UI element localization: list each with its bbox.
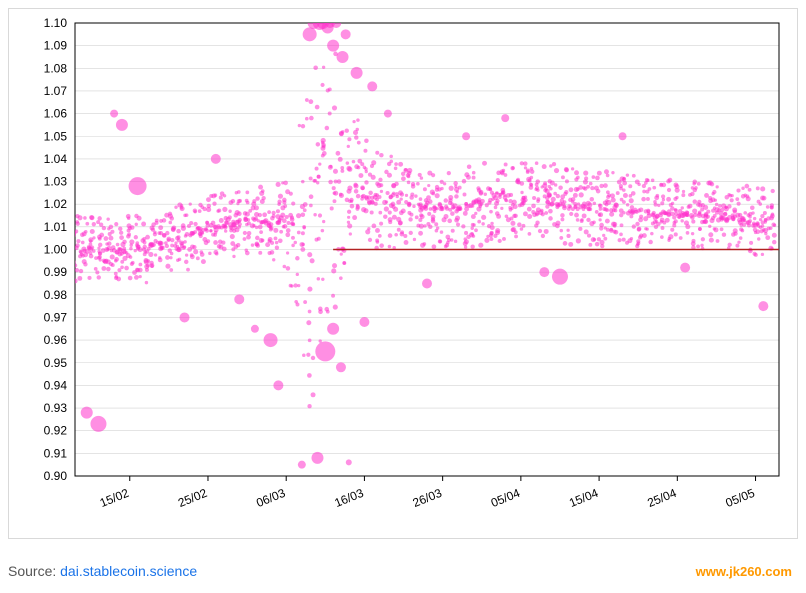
svg-text:1.06: 1.06: [44, 107, 68, 121]
svg-text:1.09: 1.09: [44, 39, 68, 53]
svg-text:0.91: 0.91: [44, 446, 68, 460]
svg-text:0.98: 0.98: [44, 288, 68, 302]
svg-text:0.93: 0.93: [44, 401, 68, 415]
svg-text:0.92: 0.92: [44, 424, 68, 438]
svg-text:25/02: 25/02: [176, 486, 209, 510]
svg-text:15/04: 15/04: [567, 486, 600, 510]
svg-text:1.03: 1.03: [44, 175, 68, 189]
svg-text:1.05: 1.05: [44, 129, 68, 143]
svg-text:26/03: 26/03: [411, 486, 444, 510]
svg-text:0.95: 0.95: [44, 356, 68, 370]
svg-text:0.90: 0.90: [44, 469, 68, 483]
svg-text:0.97: 0.97: [44, 310, 68, 324]
svg-text:1.07: 1.07: [44, 84, 68, 98]
svg-text:16/03: 16/03: [332, 486, 365, 510]
price-scatter-chart: 0.90 0.91 0.92 0.93 0.94 0.95 0.96 0.97 0.98 0.99…: [9, 9, 797, 538]
svg-text:1.00: 1.00: [44, 243, 68, 257]
svg-text:0.94: 0.94: [44, 378, 68, 392]
svg-text:1.08: 1.08: [44, 61, 68, 75]
svg-text:0.96: 0.96: [44, 333, 68, 347]
watermark: www.jk260.com: [696, 564, 792, 579]
svg-text:05/05: 05/05: [724, 486, 757, 510]
source-link[interactable]: dai.stablecoin.science: [60, 563, 197, 579]
svg-text:15/02: 15/02: [98, 486, 131, 510]
page: 0.90 0.91 0.92 0.93 0.94 0.95 0.96 0.97 0.98 0.99…: [0, 0, 806, 593]
svg-text:1.10: 1.10: [44, 16, 68, 30]
svg-text:1.04: 1.04: [44, 152, 68, 166]
svg-text:0.99: 0.99: [44, 265, 68, 279]
svg-text:25/04: 25/04: [645, 486, 678, 510]
svg-text:1.01: 1.01: [44, 220, 68, 234]
source-caption: Source: dai.stablecoin.science: [8, 563, 197, 579]
svg-text:06/03: 06/03: [254, 486, 287, 510]
svg-text:05/04: 05/04: [489, 486, 522, 510]
chart-frame: 0.90 0.91 0.92 0.93 0.94 0.95 0.96 0.97 0.98 0.99…: [8, 8, 798, 539]
svg-text:1.02: 1.02: [44, 197, 68, 211]
source-prefix: Source:: [8, 563, 60, 579]
